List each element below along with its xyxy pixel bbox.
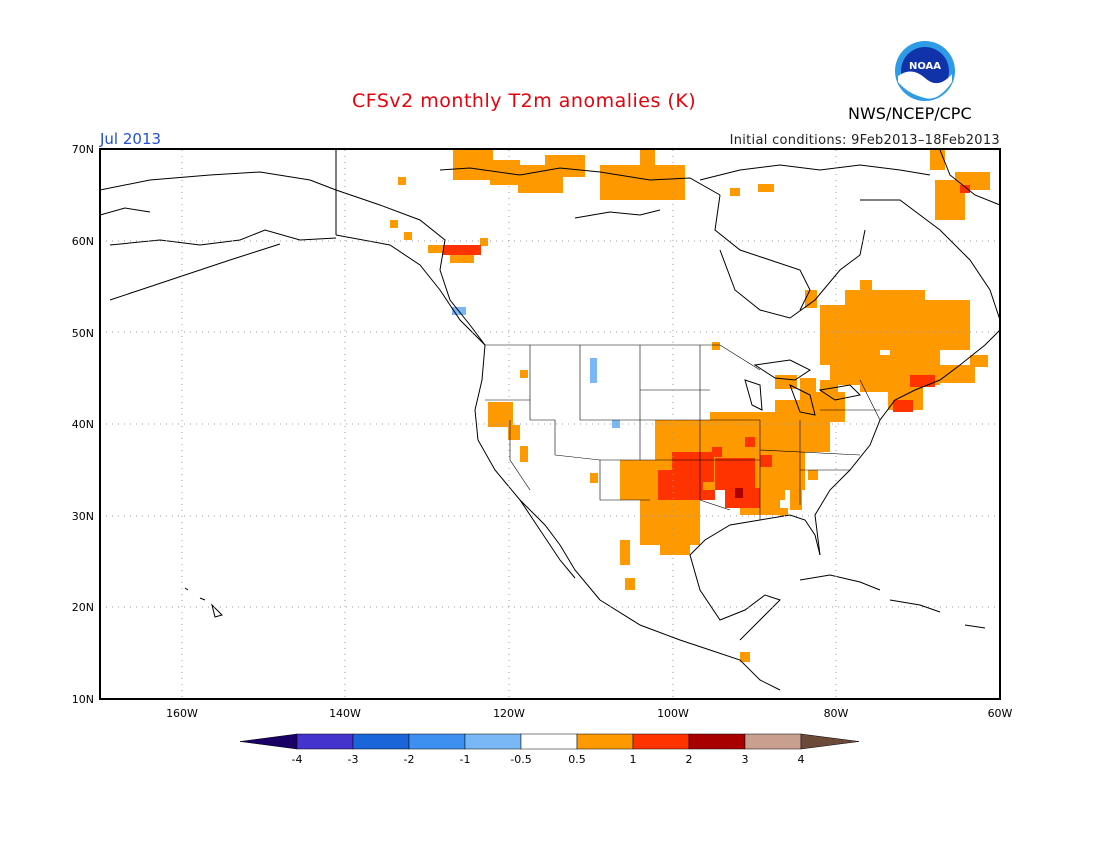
lat-tick: 30N [72,510,94,523]
anomaly-shading [390,150,990,662]
colorbar-swatch [352,733,410,750]
colorbar-swatch [464,733,522,750]
colorbar-label: 2 [686,753,693,766]
colorbar-label: -3 [348,753,359,766]
map-frame [99,148,1001,700]
lat-ticks: 70N 60N 50N 40N 30N 20N 10N [72,143,94,706]
lat-tick: 70N [72,143,94,156]
colorbar-right-arrow [800,733,860,750]
colorbar-swatch [408,733,466,750]
colorbar-label: 1 [630,753,637,766]
lat-tick: 40N [72,418,94,431]
valid-month-label: Jul 2013 [100,130,162,148]
colorbar-swatch [576,733,634,750]
colorbar-label: 4 [798,753,805,766]
colorbar-label: -1 [460,753,471,766]
lon-tick: 60W [988,707,1013,720]
colorbar-swatch [520,733,578,750]
gridlines [100,150,1000,699]
colorbar-label: -4 [292,753,303,766]
colorbar-label: 0.5 [568,753,586,766]
noaa-logo: NOAA [895,41,955,101]
noaa-logo-text: NOAA [909,61,941,72]
state-borders [485,344,881,520]
colorbar-swatch [688,733,746,750]
lat-tick: 10N [72,693,94,706]
colorbar: -4 -3 -2 -1 -0.5 0.5 1 2 3 4 [239,733,860,766]
coastlines [99,149,1001,691]
colorbar-swatch [744,733,802,750]
lon-ticks: 160W 140W 120W 100W 80W 60W [166,707,1012,720]
lon-tick: 100W [657,707,689,720]
initial-conditions-label: Initial conditions: 9Feb2013–18Feb2013 [729,133,1000,148]
lat-tick: 20N [72,601,94,614]
lat-tick: 50N [72,327,94,340]
colorbar-swatch [632,733,690,750]
colorbar-label: 3 [742,753,749,766]
lon-tick: 160W [166,707,198,720]
colorbar-label: -2 [404,753,415,766]
lon-tick: 120W [493,707,525,720]
lon-tick: 80W [824,707,849,720]
colorbar-left-arrow [239,733,298,750]
lat-tick: 60N [72,235,94,248]
organization-label: NWS/NCEP/CPC [848,104,972,123]
lon-tick: 140W [329,707,361,720]
chart-title: CFSv2 monthly T2m anomalies (K) [352,90,697,112]
colorbar-label: -0.5 [510,753,531,766]
colorbar-swatch [296,733,354,750]
